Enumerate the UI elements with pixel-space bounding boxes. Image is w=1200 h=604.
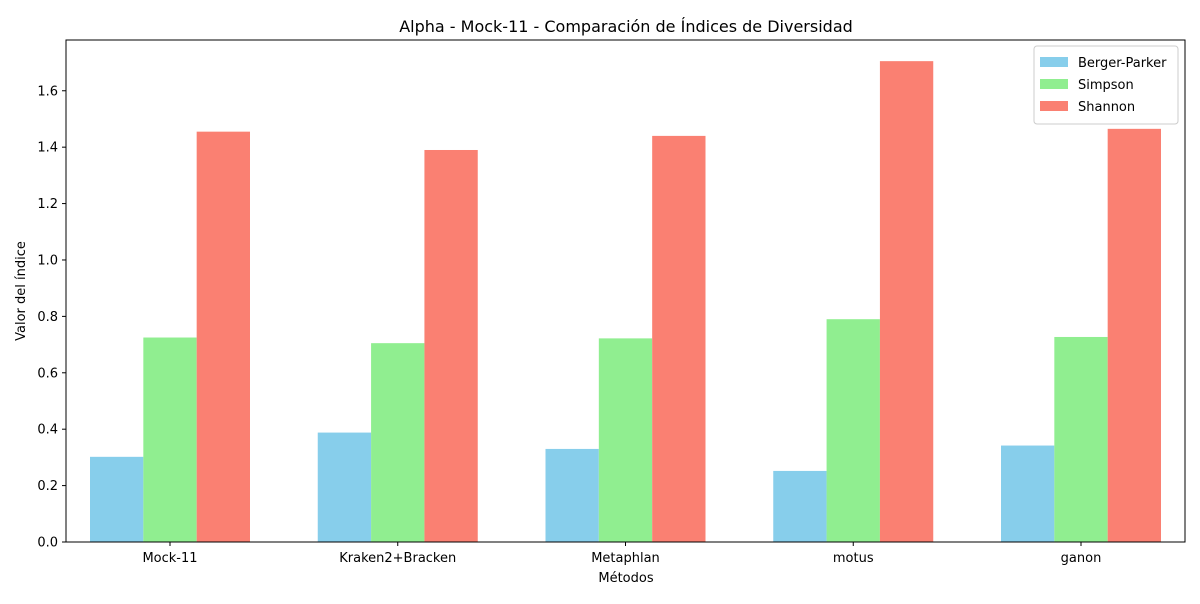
y-axis-title: Valor del índice: [14, 241, 29, 341]
y-tick-label: 0.2: [37, 479, 58, 494]
y-tick-label: 0.0: [37, 536, 58, 551]
x-axis-title: Métodos: [598, 571, 653, 586]
x-tick-label: Metaphlan: [591, 551, 660, 566]
y-tick-label: 1.6: [37, 84, 58, 99]
x-tick-label: Mock-11: [142, 551, 197, 566]
y-axis: 0.0 0.2 0.4 0.6 0.8 1.0 1.2 1.4 1.6: [37, 84, 66, 551]
y-tick-label: 0.6: [37, 366, 58, 381]
bar-berger-parker-metaphlan: [545, 448, 599, 542]
x-tick-label: motus: [833, 551, 874, 566]
plot-frame: [65, 39, 1186, 543]
bar-berger-parker-kraken2-bracken: [317, 432, 372, 542]
bar-simpson-mock-11: [143, 337, 197, 542]
bar-shannon-mock-11: [196, 131, 250, 542]
bar-simpson-ganon: [1054, 336, 1108, 542]
bar-berger-parker-motus: [773, 470, 827, 542]
x-axis: Mock-11 Kraken2+Bracken Metaphlan motus gano…: [142, 542, 1101, 566]
bars-layer: [90, 61, 1161, 543]
bar-berger-parker-mock-11: [90, 456, 144, 542]
bar-simpson-motus: [826, 319, 880, 542]
x-tick-label: ganon: [1061, 551, 1102, 566]
bar-shannon-ganon: [1107, 128, 1161, 542]
legend-label-shannon: Shannon: [1078, 100, 1135, 115]
legend-label-berger-parker: Berger-Parker: [1078, 56, 1167, 71]
bar-shannon-kraken2-bracken: [424, 149, 478, 543]
y-tick-label: 0.4: [37, 423, 58, 438]
bar-berger-parker-ganon: [1001, 445, 1055, 542]
y-tick-label: 0.8: [37, 310, 58, 325]
chart-title: Alpha - Mock-11 - Comparación de Índices…: [399, 17, 853, 36]
bar-shannon-metaphlan: [652, 135, 706, 542]
y-tick-label: 1.0: [37, 253, 58, 268]
legend-frame: [1033, 45, 1179, 125]
y-tick-label: 1.4: [37, 141, 58, 156]
legend-swatch-simpson: [1040, 79, 1068, 89]
x-tick-label: Kraken2+Bracken: [339, 551, 456, 566]
y-tick-label: 1.2: [37, 197, 58, 212]
legend-swatch-shannon: [1040, 101, 1068, 111]
bar-simpson-metaphlan: [598, 338, 653, 542]
bar-shannon-motus: [879, 61, 934, 543]
legend: Berger-Parker Simpson Shannon: [1033, 45, 1179, 125]
bar-simpson-kraken2-bracken: [371, 343, 425, 542]
legend-swatch-berger-parker: [1040, 57, 1068, 67]
legend-label-simpson: Simpson: [1078, 78, 1134, 93]
